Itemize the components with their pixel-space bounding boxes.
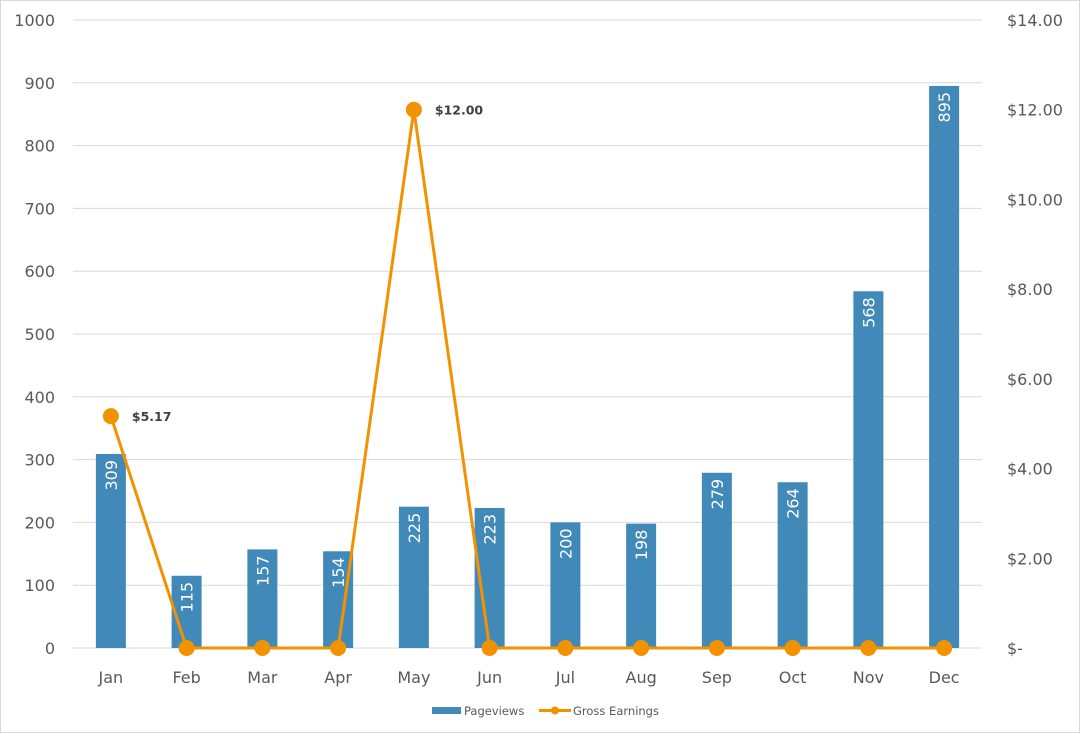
left-axis-tick-label: 800 [24, 137, 55, 156]
x-axis-label-jan: Jan [98, 668, 124, 687]
earnings-marker-jul [557, 640, 574, 656]
bar-rect [95, 453, 126, 648]
left-axis-tick-label: 300 [24, 451, 55, 470]
x-axis-label-jul: Jul [555, 668, 575, 687]
x-axis-label-jun: Jun [476, 668, 502, 687]
right-axis-tick-label: $4.00 [1007, 460, 1053, 479]
bar-jun: 223 [474, 507, 505, 648]
bar-data-label: 157 [253, 555, 272, 586]
x-axis-label-mar: Mar [247, 668, 278, 687]
earnings-marker-feb [178, 640, 195, 656]
earnings-marker-jun [481, 640, 498, 656]
earnings-marker-dec [936, 640, 953, 656]
bar-rect [701, 472, 732, 648]
bar-rect [247, 549, 278, 648]
x-axis-label-apr: Apr [324, 668, 352, 687]
left-axis-tick-label: 400 [24, 388, 55, 407]
earnings-data-label: $12.00 [435, 103, 484, 118]
bar-data-label: 198 [632, 530, 651, 561]
pageviews-bars: 309 115 157 154 225 223 200 198 279 264 568 895 [95, 85, 960, 648]
legend-pageviews-label: Pageviews [464, 704, 524, 718]
earnings-marker-mar [254, 640, 271, 656]
left-axis-pageviews: 0 100 200 300 400 500 600 700 800 900 1000 [14, 11, 55, 658]
x-axis-label-aug: Aug [626, 668, 657, 687]
bar-dec: 895 [929, 85, 960, 648]
left-axis-tick-label: 1000 [14, 11, 55, 30]
bar-nov: 568 [853, 291, 884, 648]
x-axis-label-may: May [397, 668, 430, 687]
right-axis-tick-label: $8.00 [1007, 280, 1053, 299]
earnings-marker-oct [784, 640, 801, 656]
earnings-marker-apr [330, 640, 347, 656]
bar-may: 225 [398, 506, 429, 648]
bar-sep: 279 [701, 472, 732, 648]
left-axis-tick-label: 900 [24, 74, 55, 93]
bar-data-label: 895 [935, 92, 954, 123]
left-axis-tick-label: 500 [24, 325, 55, 344]
gridlines [73, 19, 982, 649]
bar-data-label: 264 [784, 488, 803, 519]
right-axis-earnings: $- $2.00 $4.00 $6.00 $8.00 $10.00 $12.00 $14.00 [1007, 11, 1063, 658]
x-axis-label-oct: Oct [779, 668, 807, 687]
legend: Pageviews Gross Earnings [432, 704, 659, 718]
right-axis-tick-label: $12.00 [1007, 101, 1063, 120]
bar-data-label: 279 [708, 479, 727, 510]
earnings-marker-may [405, 101, 422, 118]
bar-aug: 198 [626, 523, 657, 648]
earnings-marker-jan [102, 408, 119, 425]
bar-data-label: 154 [329, 557, 348, 588]
earnings-line-path [109, 108, 945, 650]
x-axis-label-feb: Feb [172, 668, 200, 687]
right-axis-tick-label: $6.00 [1007, 370, 1053, 389]
gross-earnings-line: $5.17 $12.00 [102, 101, 953, 656]
x-axis-label-sep: Sep [702, 668, 732, 687]
earnings-marker-nov [860, 640, 877, 656]
left-axis-tick-label: 600 [24, 262, 55, 281]
bar-rect [398, 506, 429, 648]
bar-data-label: 225 [405, 513, 424, 544]
earnings-marker-aug [633, 640, 650, 656]
right-axis-tick-label: $2.00 [1007, 549, 1053, 568]
x-axis-label-nov: Nov [853, 668, 884, 687]
left-axis-tick-label: 100 [24, 576, 55, 595]
legend-earnings-label: Gross Earnings [573, 704, 659, 718]
bar-data-label: 309 [102, 460, 121, 491]
bar-rect [929, 85, 960, 648]
legend-pageviews-swatch [432, 707, 461, 714]
bar-oct: 264 [777, 482, 808, 648]
bar-rect [777, 482, 808, 648]
bar-data-label: 200 [556, 528, 575, 559]
bar-data-label: 568 [859, 297, 878, 328]
left-axis-tick-label: 200 [24, 513, 55, 532]
right-axis-tick-label: $10.00 [1007, 190, 1063, 209]
bar-rect [550, 522, 581, 648]
bar-rect [626, 523, 657, 648]
right-axis-tick-label: $- [1007, 639, 1023, 658]
bar-feb: 115 [171, 575, 202, 648]
left-axis-tick-label: 700 [24, 199, 55, 218]
left-axis-tick-label: 0 [45, 639, 55, 658]
bar-data-label: 223 [481, 514, 500, 545]
bar-rect [853, 291, 884, 648]
bar-rect [171, 575, 202, 648]
bar-mar: 157 [247, 549, 278, 648]
bar-data-label: 115 [178, 582, 197, 613]
earnings-marker-sep [708, 640, 725, 656]
x-axis-months: Jan Feb Mar Apr May Jun Jul Aug Sep Oct Nov Dec [98, 668, 960, 687]
x-axis-label-dec: Dec [929, 668, 960, 687]
right-axis-tick-label: $14.00 [1007, 11, 1063, 30]
legend-earnings-marker-icon [551, 706, 559, 715]
bar-jul: 200 [550, 522, 581, 648]
earnings-data-label: $5.17 [132, 409, 172, 424]
bar-jan: 309 [95, 453, 126, 648]
